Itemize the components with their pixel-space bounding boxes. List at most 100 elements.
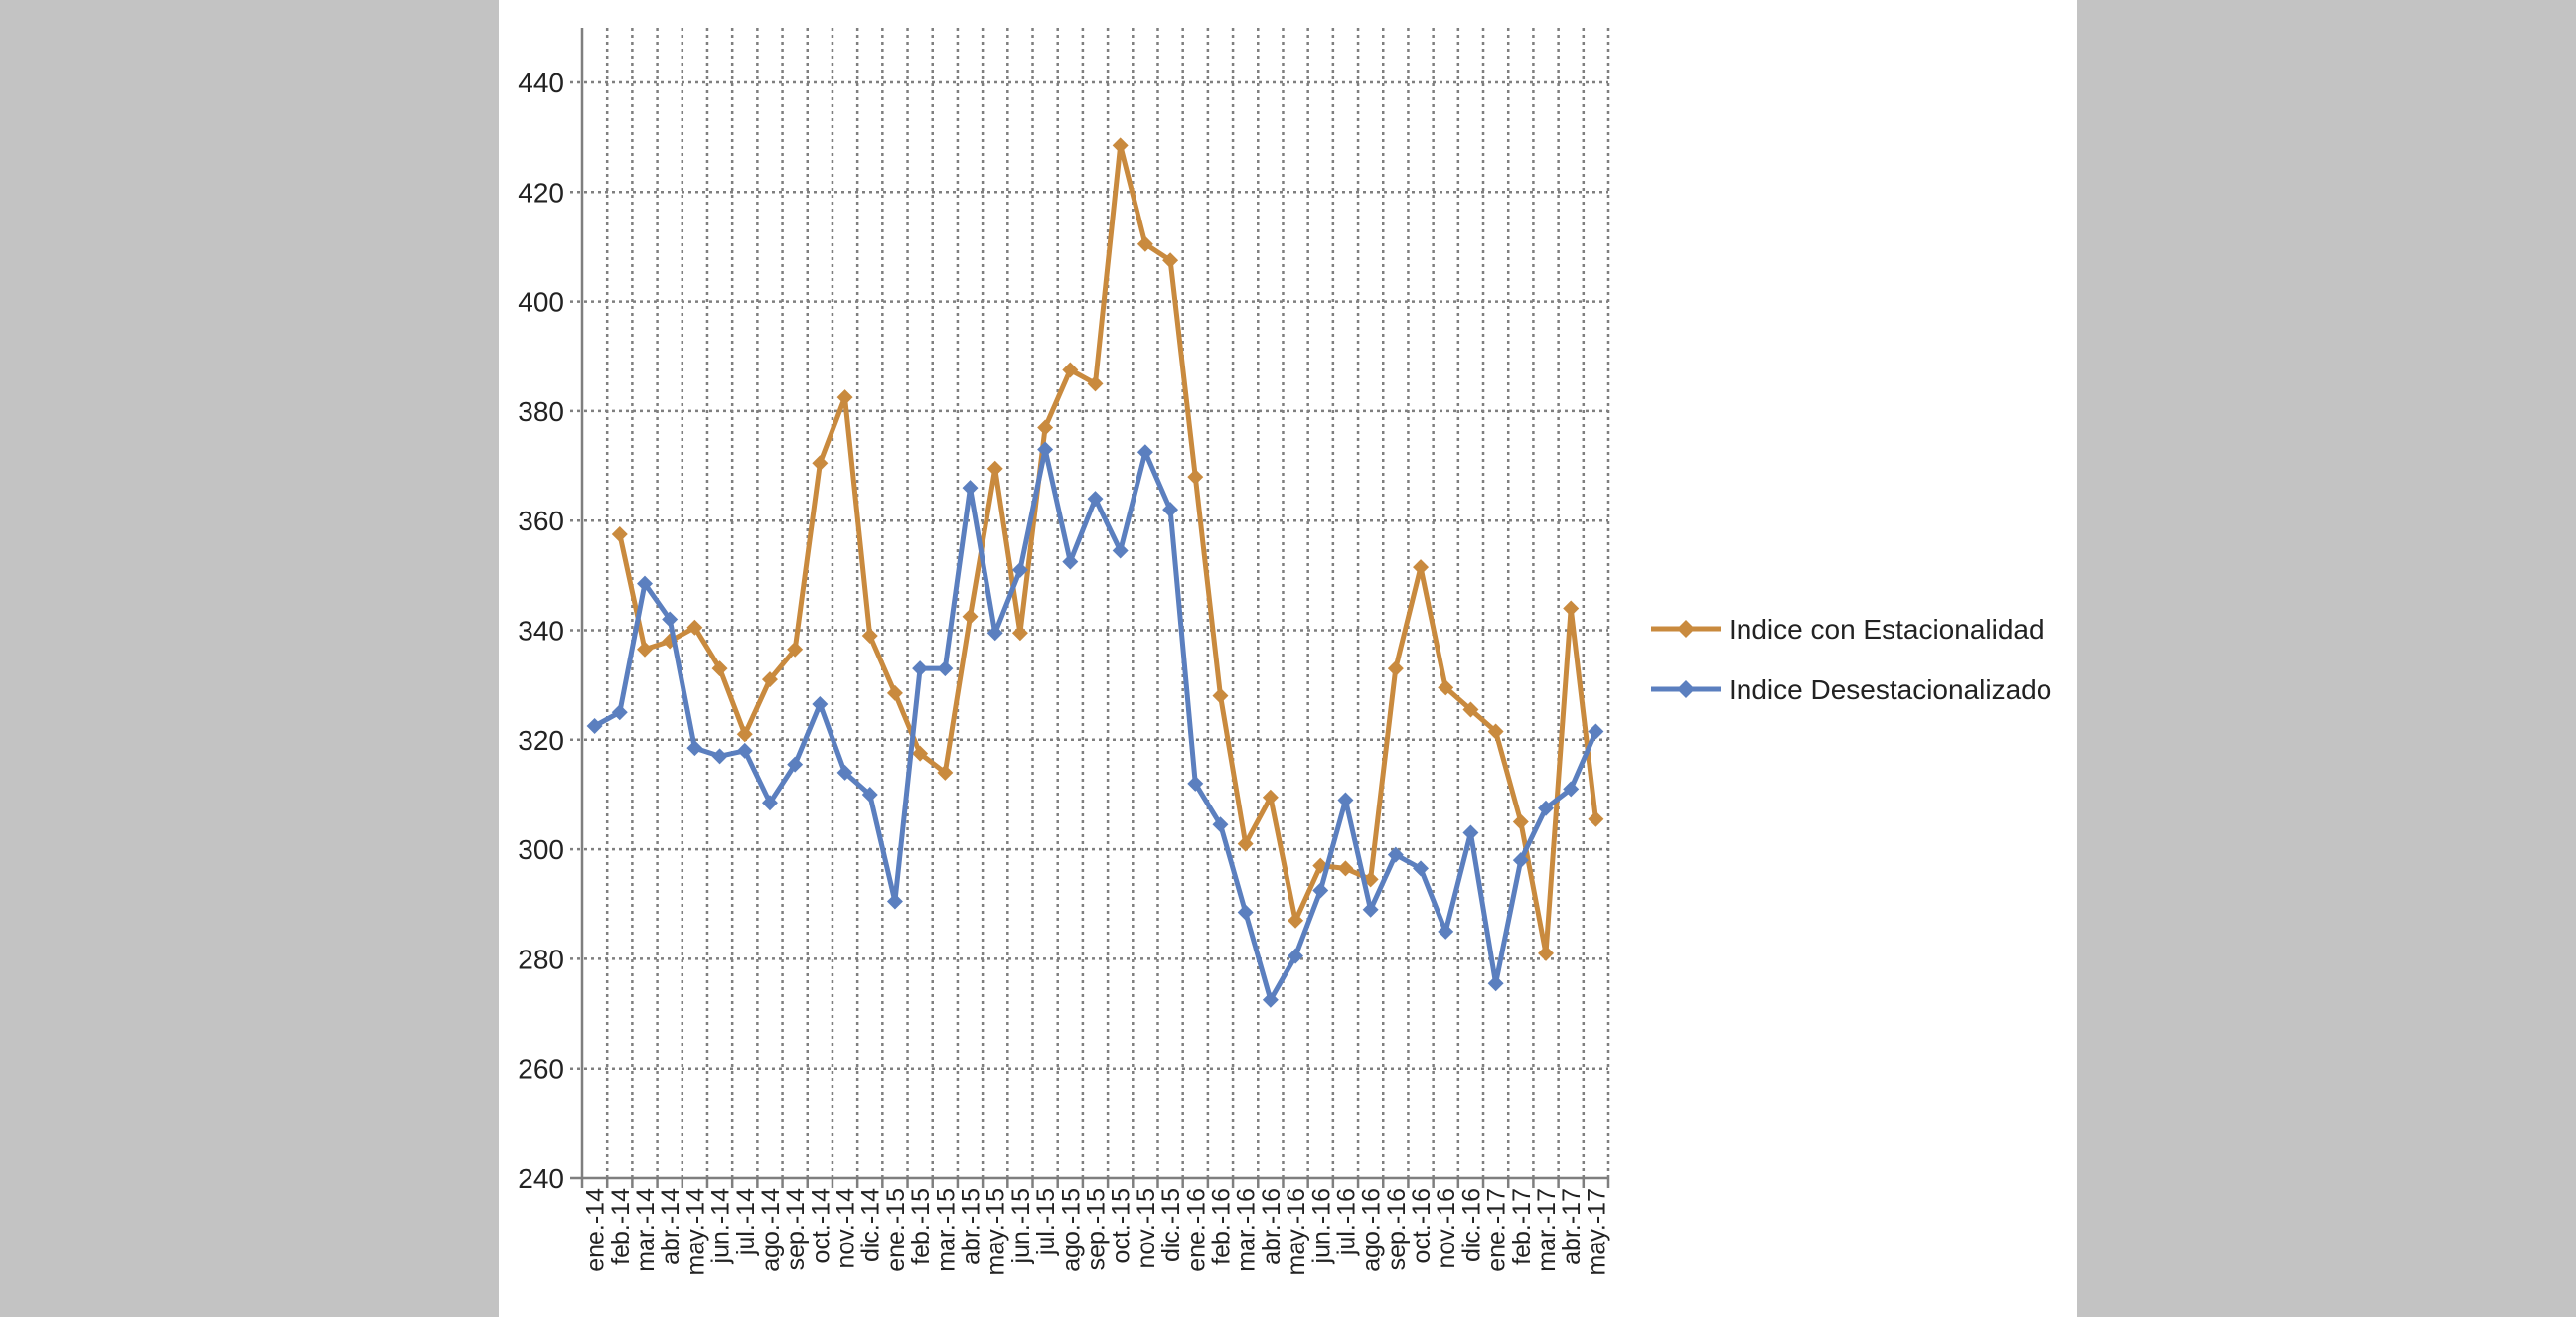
data-point-marker — [1337, 860, 1354, 877]
data-point-marker — [1438, 679, 1454, 696]
x-tick-label: sep.-15 — [1083, 1188, 1111, 1270]
data-point-marker — [1512, 813, 1529, 830]
x-tick-label: abr.-15 — [958, 1188, 985, 1265]
x-tick-label: ene.-16 — [1182, 1188, 1210, 1272]
x-tick-label: may.-14 — [682, 1188, 709, 1276]
data-point-marker — [986, 460, 1003, 477]
data-point-marker — [1462, 701, 1479, 718]
y-tick-label: 240 — [518, 1163, 564, 1194]
data-point-marker — [812, 455, 829, 472]
data-point-marker — [1538, 800, 1555, 816]
data-point-marker — [1237, 904, 1254, 921]
data-point-marker — [1162, 502, 1179, 518]
data-point-marker — [1588, 810, 1604, 827]
data-point-marker — [1387, 660, 1404, 677]
x-tick-label: jun.-14 — [707, 1188, 735, 1265]
data-point-marker — [1438, 923, 1454, 940]
data-point-marker — [937, 764, 954, 781]
data-point-marker — [861, 628, 878, 645]
y-tick-label: 360 — [518, 506, 564, 536]
x-tick-label: jun.-16 — [1307, 1188, 1335, 1264]
data-point-marker — [1087, 375, 1104, 392]
series-line-2 — [593, 447, 1598, 1003]
data-point-marker — [1563, 600, 1580, 617]
y-tick-label: 340 — [518, 616, 564, 647]
data-point-marker — [611, 704, 628, 721]
series-line-1 — [617, 142, 1598, 956]
data-point-marker — [1087, 491, 1104, 508]
data-point-marker — [1462, 824, 1479, 841]
data-point-marker — [686, 619, 703, 636]
data-point-marker — [1413, 559, 1430, 576]
data-point-marker — [787, 756, 804, 773]
data-point-marker — [1588, 723, 1604, 740]
chart-figure: 240 260 280 300 320 340 360 380 400 420 440 ene.-1… — [499, 0, 2077, 1317]
x-tick-label: may.-16 — [1283, 1188, 1310, 1275]
x-tick-label: dic.-15 — [1157, 1188, 1185, 1262]
x-tick-label: dic.-16 — [1457, 1188, 1485, 1262]
legend-swatch-marker — [1677, 680, 1695, 698]
x-tick-label: oct.-16 — [1408, 1188, 1436, 1263]
data-point-marker — [1487, 723, 1504, 740]
data-point-marker — [711, 660, 728, 677]
x-tick-label: nov.-14 — [833, 1188, 860, 1269]
gridlines — [570, 28, 1610, 1178]
data-point-marker — [1037, 441, 1054, 458]
x-tick-label: may.-17 — [1583, 1188, 1610, 1275]
data-point-marker — [1136, 444, 1153, 461]
line-chart: 240 260 280 300 320 340 360 380 400 420 440 ene.-1… — [518, 28, 2051, 1276]
legend: Indice con Estacionalidad Indice Desesta… — [1651, 614, 2051, 705]
x-tick-label: feb.-15 — [907, 1188, 935, 1265]
data-point-marker — [937, 660, 954, 677]
data-point-marker — [1312, 882, 1329, 899]
data-point-marker — [1538, 945, 1555, 961]
data-point-marker — [1237, 835, 1254, 852]
data-point-marker — [611, 525, 628, 542]
data-point-marker — [1487, 975, 1504, 992]
data-point-marker — [912, 660, 929, 677]
x-tick-label: jun.-15 — [1007, 1188, 1035, 1264]
data-point-marker — [662, 611, 679, 628]
data-point-marker — [1212, 687, 1229, 704]
x-tick-label: jul.-16 — [1332, 1188, 1360, 1256]
data-point-marker — [1011, 625, 1028, 642]
y-tick-label: 420 — [518, 177, 564, 208]
x-tick-label: ago.-14 — [757, 1188, 785, 1272]
x-tick-label: sep.-14 — [782, 1188, 810, 1270]
x-tick-label: feb.-14 — [607, 1188, 635, 1265]
data-point-marker — [1337, 792, 1354, 808]
data-point-marker — [1037, 419, 1054, 436]
x-tick-label: jul.-15 — [1032, 1188, 1060, 1256]
data-point-marker — [1362, 901, 1379, 918]
data-point-marker — [886, 893, 903, 910]
data-point-marker — [1011, 561, 1028, 578]
data-point-marker — [1187, 775, 1204, 792]
x-tick-label: may.-15 — [983, 1188, 1010, 1275]
x-tick-label: ene.-14 — [582, 1188, 610, 1272]
x-tick-label: dic.-14 — [857, 1188, 885, 1262]
legend-item-1: Indice con Estacionalidad — [1651, 614, 2045, 645]
x-tick-label: ago.-16 — [1358, 1188, 1386, 1272]
data-point-marker — [736, 742, 753, 759]
x-tick-label: feb.-16 — [1207, 1188, 1235, 1265]
data-point-marker — [836, 764, 853, 781]
x-tick-label: abr.-16 — [1258, 1188, 1286, 1265]
data-point-marker — [761, 795, 778, 811]
axes — [570, 28, 1610, 1188]
data-point-marker — [1512, 852, 1529, 869]
x-tick-label: mar.-15 — [932, 1188, 960, 1272]
data-point-marker — [1288, 912, 1304, 929]
x-tick-label: mar.-17 — [1533, 1188, 1561, 1272]
data-point-marker — [1162, 252, 1179, 269]
x-tick-label: feb.-17 — [1508, 1188, 1536, 1265]
data-point-marker — [1187, 469, 1204, 486]
legend-label: Indice con Estacionalidad — [1729, 614, 2045, 645]
x-tick-label: nov.-15 — [1133, 1188, 1160, 1269]
data-point-marker — [1212, 816, 1229, 833]
x-tick-label: oct.-14 — [807, 1188, 834, 1264]
legend-swatch-marker — [1677, 620, 1695, 638]
data-point-marker — [736, 726, 753, 743]
data-point-marker — [1262, 991, 1279, 1008]
y-tick-label: 280 — [518, 944, 564, 974]
x-tick-label: ene.-15 — [882, 1188, 910, 1272]
